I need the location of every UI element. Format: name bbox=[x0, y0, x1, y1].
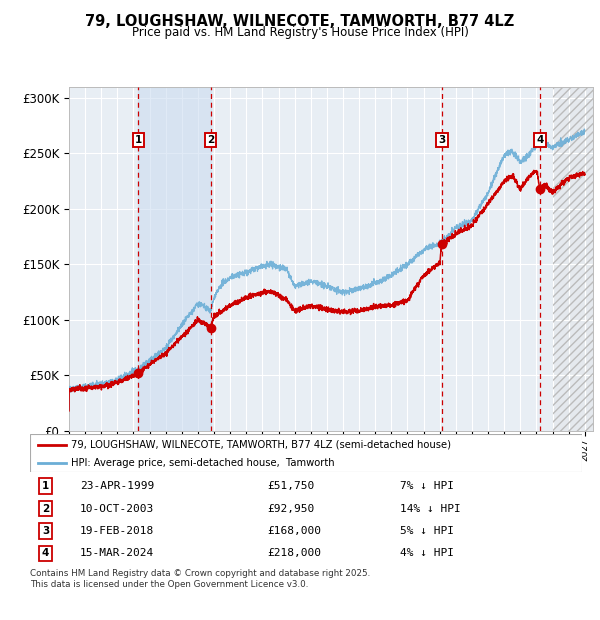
Bar bbox=[553, 87, 593, 431]
Text: 4: 4 bbox=[536, 135, 544, 145]
Text: 2: 2 bbox=[207, 135, 214, 145]
Bar bbox=[553, 87, 593, 431]
Text: 79, LOUGHSHAW, WILNECOTE, TAMWORTH, B77 4LZ (semi-detached house): 79, LOUGHSHAW, WILNECOTE, TAMWORTH, B77 … bbox=[71, 440, 451, 450]
Bar bbox=[139, 87, 211, 431]
Text: Contains HM Land Registry data © Crown copyright and database right 2025.
This d: Contains HM Land Registry data © Crown c… bbox=[30, 569, 370, 588]
Text: £168,000: £168,000 bbox=[268, 526, 322, 536]
Text: 3: 3 bbox=[42, 526, 49, 536]
Text: £218,000: £218,000 bbox=[268, 549, 322, 559]
Text: 19-FEB-2018: 19-FEB-2018 bbox=[80, 526, 154, 536]
Text: 10-OCT-2003: 10-OCT-2003 bbox=[80, 503, 154, 513]
Text: HPI: Average price, semi-detached house,  Tamworth: HPI: Average price, semi-detached house,… bbox=[71, 458, 335, 468]
Text: 1: 1 bbox=[135, 135, 142, 145]
Text: 4: 4 bbox=[42, 549, 49, 559]
Text: £51,750: £51,750 bbox=[268, 481, 314, 491]
Bar bbox=[553, 87, 593, 431]
Text: 3: 3 bbox=[438, 135, 445, 145]
FancyBboxPatch shape bbox=[30, 434, 582, 472]
Text: 15-MAR-2024: 15-MAR-2024 bbox=[80, 549, 154, 559]
Text: 14% ↓ HPI: 14% ↓ HPI bbox=[400, 503, 461, 513]
Text: 4% ↓ HPI: 4% ↓ HPI bbox=[400, 549, 454, 559]
Text: 79, LOUGHSHAW, WILNECOTE, TAMWORTH, B77 4LZ: 79, LOUGHSHAW, WILNECOTE, TAMWORTH, B77 … bbox=[85, 14, 515, 29]
Text: 7% ↓ HPI: 7% ↓ HPI bbox=[400, 481, 454, 491]
Text: Price paid vs. HM Land Registry's House Price Index (HPI): Price paid vs. HM Land Registry's House … bbox=[131, 26, 469, 39]
Text: 5% ↓ HPI: 5% ↓ HPI bbox=[400, 526, 454, 536]
Text: 2: 2 bbox=[42, 503, 49, 513]
Text: £92,950: £92,950 bbox=[268, 503, 314, 513]
Text: 23-APR-1999: 23-APR-1999 bbox=[80, 481, 154, 491]
Text: 1: 1 bbox=[42, 481, 49, 491]
